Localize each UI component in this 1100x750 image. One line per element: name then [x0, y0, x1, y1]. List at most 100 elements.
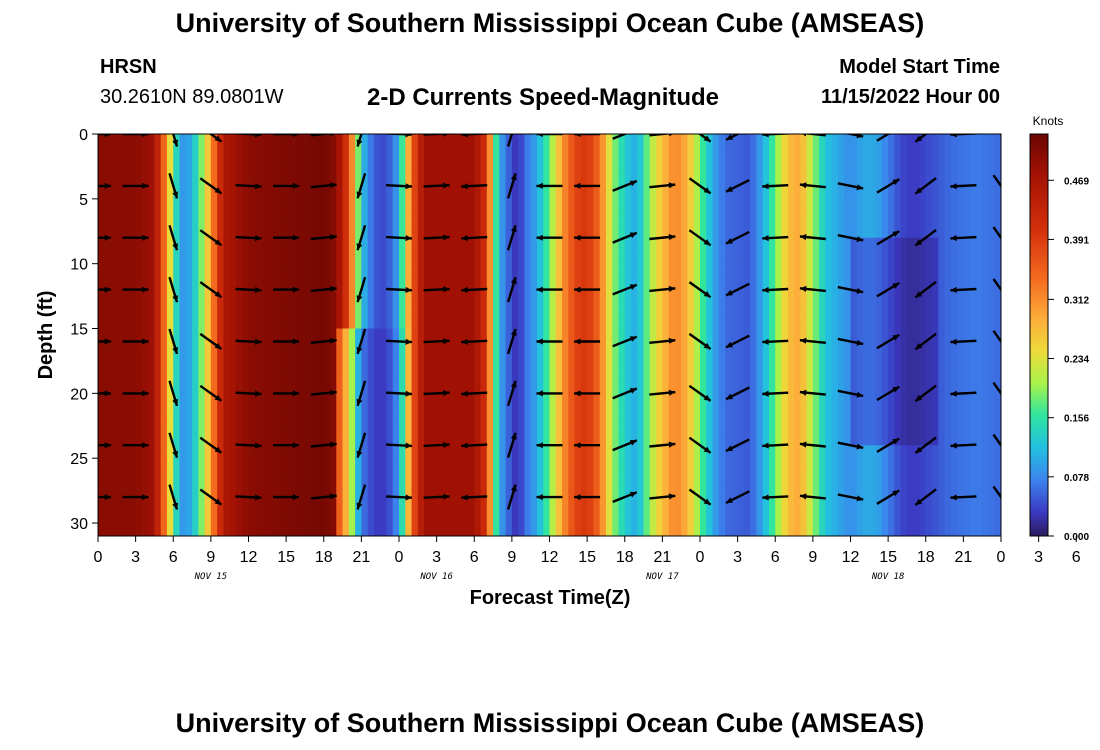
heatmap-cell: [110, 224, 118, 239]
heatmap-cell: [568, 159, 576, 174]
heatmap-cell: [593, 393, 601, 407]
heatmap-cell: [850, 341, 858, 356]
heatmap-cell: [424, 380, 431, 394]
heatmap-cell: [373, 211, 381, 226]
heatmap-cell: [279, 198, 287, 213]
heatmap-cell: [499, 432, 507, 446]
heatmap-cell: [562, 367, 569, 381]
heatmap-cell: [141, 341, 149, 356]
heatmap-cell: [762, 341, 770, 356]
heatmap-cell: [536, 237, 544, 252]
heatmap-cell: [261, 497, 268, 511]
heatmap-cell: [179, 445, 187, 459]
heatmap-cell: [499, 237, 507, 252]
heatmap-cell: [549, 224, 557, 239]
heatmap-cell: [693, 146, 701, 161]
heatmap-cell: [229, 406, 237, 420]
heatmap-cell: [819, 263, 827, 278]
heatmap-cell: [198, 185, 206, 200]
heatmap-cell: [549, 380, 557, 394]
heatmap-cell: [906, 263, 914, 278]
current-arrow: [799, 182, 826, 189]
heatmap-cell: [323, 211, 331, 226]
heatmap-cell: [737, 302, 745, 317]
heatmap-cell: [411, 315, 419, 330]
heatmap-cell: [775, 302, 783, 317]
heatmap-cell: [725, 276, 732, 291]
heatmap-cell: [524, 276, 532, 291]
heatmap-cell: [461, 523, 469, 536]
heatmap-cell: [524, 237, 532, 252]
heatmap-cell: [794, 302, 801, 317]
heatmap-cell: [348, 263, 356, 278]
heatmap-cell: [135, 432, 143, 446]
heatmap-cell: [223, 224, 231, 239]
heatmap-cell: [762, 380, 770, 394]
heatmap-cell: [493, 263, 500, 278]
heatmap-cell: [336, 380, 344, 394]
heatmap-cell: [405, 134, 413, 148]
heatmap-cell: [574, 159, 582, 174]
heatmap-cell: [988, 458, 996, 472]
heatmap-cell: [825, 237, 833, 252]
heatmap-cell: [700, 458, 707, 472]
heatmap-cell: [555, 172, 563, 187]
heatmap-cell: [104, 237, 112, 252]
heatmap-cell: [192, 380, 199, 394]
current-arrow-head: [668, 234, 676, 241]
heatmap-cell: [725, 250, 732, 265]
heatmap-cell: [148, 458, 156, 472]
heatmap-cell: [267, 250, 275, 265]
heatmap-cell: [424, 211, 431, 226]
heatmap-cell: [173, 198, 181, 213]
heatmap-cell: [104, 134, 112, 148]
heatmap-cell: [342, 497, 350, 511]
heatmap-cell: [342, 172, 350, 187]
heatmap-cell: [988, 393, 996, 407]
heatmap-cell: [192, 134, 199, 148]
heatmap-cell: [549, 354, 557, 369]
heatmap-cell: [267, 289, 275, 304]
heatmap-cell: [380, 172, 388, 187]
heatmap-cell: [643, 211, 651, 226]
heatmap-cell: [562, 328, 569, 343]
heatmap-cell: [831, 172, 839, 187]
heatmap-cell: [235, 263, 243, 278]
heatmap-cell: [292, 497, 300, 511]
heatmap-cell: [618, 380, 626, 394]
heatmap-cell: [919, 523, 927, 536]
heatmap-cell: [518, 419, 526, 433]
heatmap-cell: [975, 211, 983, 226]
heatmap-cell: [800, 380, 808, 394]
heatmap-cell: [392, 393, 400, 407]
heatmap-cell: [969, 276, 977, 291]
heatmap-cell: [530, 146, 538, 161]
heatmap-cell: [348, 354, 356, 369]
heatmap-cell: [486, 484, 494, 498]
heatmap-cell: [455, 380, 463, 394]
heatmap-cell: [674, 458, 682, 472]
heatmap-cell: [906, 471, 914, 485]
heatmap-cell: [367, 263, 375, 278]
heatmap-cell: [894, 510, 902, 524]
heatmap-cell: [405, 419, 413, 433]
heatmap-cell: [837, 393, 845, 407]
heatmap-cell: [975, 523, 983, 536]
heatmap-cell: [587, 523, 594, 536]
heatmap-cell: [712, 471, 720, 485]
heatmap-cell: [938, 471, 946, 485]
current-arrow-head: [726, 497, 733, 503]
heatmap-cell: [982, 302, 990, 317]
heatmap-cell: [116, 406, 124, 420]
heatmap-cell: [988, 510, 996, 524]
heatmap-cell: [863, 185, 870, 200]
heatmap-cell: [743, 367, 751, 381]
heatmap-cell: [317, 523, 325, 536]
heatmap-cell: [982, 250, 990, 265]
current-arrow-head: [255, 134, 262, 138]
heatmap-cell: [461, 185, 469, 200]
heatmap-cell: [442, 172, 450, 187]
current-arrow-head: [536, 234, 543, 241]
heatmap-cell: [894, 159, 902, 174]
heatmap-cell: [649, 185, 657, 200]
